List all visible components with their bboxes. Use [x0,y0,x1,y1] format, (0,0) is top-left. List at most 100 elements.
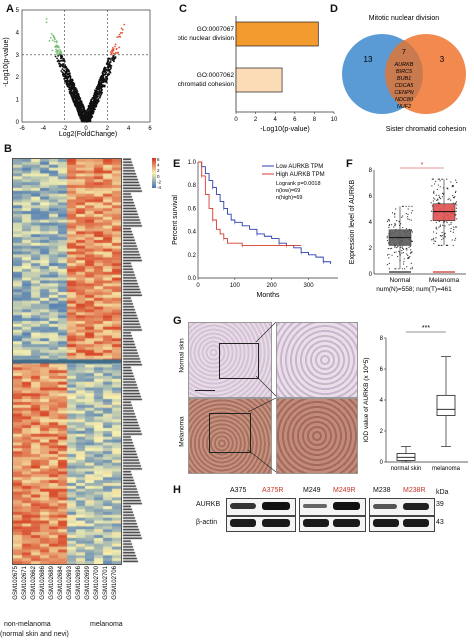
boxf-point [445,244,447,246]
volcano-point [74,96,77,98]
volcano-xtick: 0 [84,126,88,132]
boxf-point [431,185,433,187]
western-kda-header: kDa [436,489,449,496]
volcano-point [69,81,72,83]
boxf-point [405,205,407,207]
venn-gene: BUB1 [397,76,411,82]
boxf-point [435,232,438,234]
boxf-point [394,268,396,270]
boxf-point [431,239,433,241]
boxf-point [455,237,457,240]
boxf-point [437,244,439,246]
volcano-point [87,104,90,107]
boxf-point [452,244,454,246]
volcano-point [72,88,74,91]
boxf-point [386,237,388,239]
go-xtick: 10 [331,117,338,123]
volcano-point [88,117,91,120]
boxf-point [444,236,446,238]
boxf-point [439,180,441,182]
volcano-point [55,41,58,44]
volcano-point [83,113,86,116]
group-nonmelanoma-sublabel: (normal skin and nevi) [0,631,69,638]
boxf-point [391,224,393,226]
boxf-point [435,221,437,224]
volcano-point [110,64,113,67]
venn-gene: BIRC5 [396,69,413,75]
volcano-point [85,118,87,121]
volcano-point [106,73,109,75]
volcano-point [107,59,110,62]
panel-letter-e: E [173,158,181,170]
surv-curve [198,161,332,265]
band [303,504,327,508]
boxf-point [405,212,407,215]
boxf-point [439,186,441,188]
surv-stat: n(low)=69 [276,188,300,194]
heatmap-color-legend [152,158,156,188]
panel-letter-g: G [173,315,182,327]
western-row1-kda: 39 [436,501,444,508]
volcano-point [83,107,85,110]
ihc-row2-label: Melanoma [178,416,186,447]
boxf-point [454,226,457,228]
go-term-name: Sister chromatid cohesion [178,81,234,88]
iod-boxplot: 0 2 4 6 8 IOD value of AURKB (x 10^5) normal s… [363,325,468,472]
band [333,502,360,510]
volcano-point [90,112,93,114]
volcano-point [104,80,107,82]
boxg-ytick: 4 [380,398,384,404]
go-bar [235,67,283,93]
go-xtick: 2 [254,117,258,123]
volcano-point [63,58,66,61]
volcano-point [101,76,104,79]
volcano-point [63,77,66,80]
ihc-zoom-lines [247,322,277,473]
volcano-xtick: -4 [41,126,47,132]
volcano-point [69,75,72,78]
volcano-point [106,65,109,68]
boxf-point [450,223,452,225]
volcano-frame [21,9,151,123]
surv-ytick: 0.4 [188,230,197,236]
panel-letter-c: C [179,3,187,15]
heatmap-col-label: GSM102689 [49,565,55,599]
boxf-point [442,237,444,239]
boxf-point [441,238,443,241]
legend-tick: 2 [157,168,160,173]
go-xtick: 4 [274,117,278,123]
boxf-point [439,235,442,237]
volcano-point [88,107,91,110]
volcano-point [98,85,101,88]
boxf-point [394,246,396,248]
volcano-point [67,69,70,71]
boxf-point [395,208,397,210]
surv-ytick: 0.6 [188,206,197,212]
heatmap-row-label-text [122,158,146,563]
band [230,503,256,509]
boxf-point [402,263,405,265]
surv-ytick: 0.2 [188,253,197,259]
boxf-point [441,234,443,237]
boxf-point [389,248,391,250]
panel-letter-a: A [6,3,14,15]
volcano-point [75,89,78,92]
volcano-point [59,55,62,58]
venn-right-count: 3 [440,55,445,64]
volcano-point [71,83,74,85]
surv-ylabel: Percent survival [172,195,179,245]
volcano-point [70,92,72,95]
boxf-point [411,240,414,242]
boxf-point [434,240,437,242]
boxf-point [407,208,409,210]
volcano-point [94,97,97,99]
boxf-point [397,255,399,258]
heatmap-col-label: GSM102700 [94,565,100,599]
heatmap-col-label: GSM102675 [13,565,19,599]
volcano-point [99,77,102,80]
volcano-point [90,100,92,103]
boxf-point [406,247,408,249]
boxf-point [450,221,452,224]
volcano-point [56,60,59,63]
volcano-point [83,110,86,112]
